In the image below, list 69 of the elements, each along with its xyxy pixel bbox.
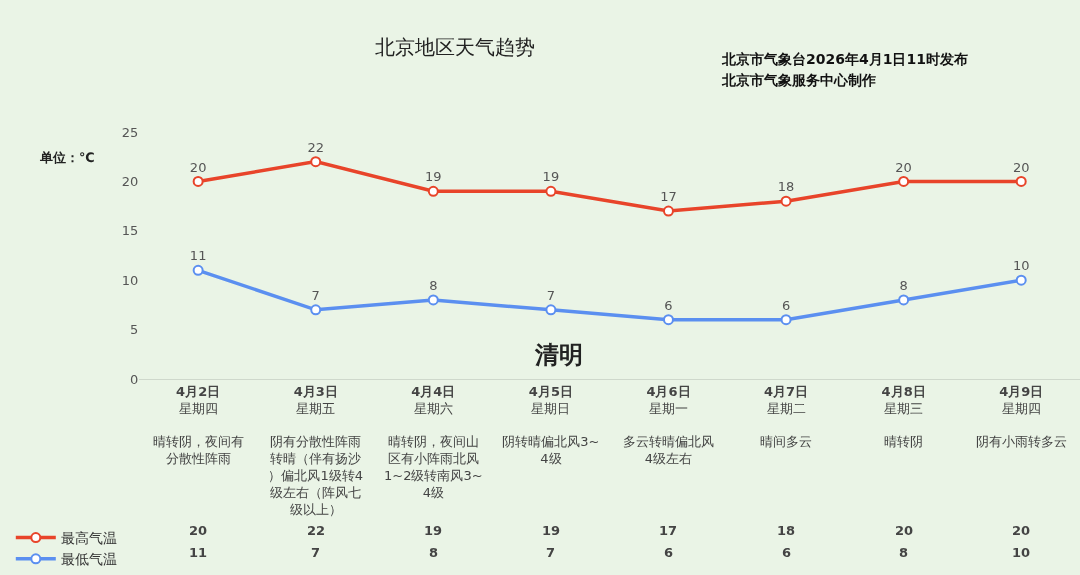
- data-label: 17: [659, 523, 678, 538]
- text: 22: [307, 139, 324, 155]
- data-label: 20: [1012, 523, 1031, 538]
- point: [1015, 175, 1027, 187]
- text: 18: [777, 179, 795, 195]
- text: 17: [660, 189, 677, 205]
- point: [545, 304, 557, 316]
- point: [427, 294, 439, 306]
- text: 北京市气象服务中心制作: [721, 72, 876, 88]
- category-label: 4月9日星期四阴有小雨转多云: [975, 383, 1067, 450]
- category-label: 4月6日星期一多云转晴偏北风4级左右: [622, 383, 714, 467]
- data-label: 6: [782, 545, 792, 560]
- y-tick-label: 10: [121, 272, 139, 288]
- data-label: 7: [311, 545, 321, 560]
- data-label: 6: [664, 545, 674, 560]
- data-label: 19: [542, 523, 561, 538]
- point: [310, 304, 322, 316]
- text: 20: [895, 159, 912, 175]
- data-label: 20: [895, 523, 914, 538]
- y-tick-label: 25: [121, 124, 139, 140]
- point: [780, 314, 792, 326]
- data-label: 8: [429, 545, 439, 560]
- point: [545, 185, 557, 197]
- data-label: 19: [424, 523, 443, 538]
- data-label: 20: [189, 523, 208, 538]
- data-label: 11: [189, 545, 208, 560]
- category-label: 4月5日星期日阴转晴偏北风3~4级: [502, 383, 600, 467]
- point: [780, 195, 792, 207]
- y-axis-title: 单位：℃: [39, 150, 95, 165]
- text: 6: [664, 297, 673, 313]
- data-label: 10: [1012, 545, 1031, 560]
- text: 20: [189, 159, 207, 175]
- text: 20: [1012, 159, 1030, 175]
- text: 7: [546, 287, 556, 303]
- point: [427, 185, 439, 197]
- category-label: 4月4日星期六晴转阴，夜间山区有小阵雨北风1~2级转南风3~4级: [383, 383, 483, 500]
- category-label: 4月8日星期三晴转阴: [881, 383, 926, 450]
- legend-label: 最低气温: [60, 551, 117, 568]
- y-tick-label: 5: [130, 322, 139, 338]
- category-label: 4月3日星期五阴有分散性阵雨转晴（伴有扬沙）偏北风1级转4级左右（阵风七级以上）: [268, 383, 363, 517]
- text: 19: [542, 169, 560, 185]
- legend-label: 最高气温: [60, 530, 117, 547]
- point: [898, 175, 910, 187]
- data-label: 8: [899, 545, 909, 560]
- text: 7: [311, 287, 320, 303]
- text: 8: [429, 278, 438, 294]
- point: [192, 175, 204, 187]
- point: [662, 314, 674, 326]
- point: [192, 264, 204, 276]
- annotation: 清明: [534, 341, 583, 369]
- text: 19: [425, 169, 442, 185]
- text: 11: [189, 248, 207, 264]
- y-tick-label: 20: [121, 173, 139, 189]
- point: [898, 294, 910, 306]
- category-label: 4月7日星期二晴间多云: [760, 383, 813, 450]
- category-label: 4月2日星期四晴转阴，夜间有分散性阵雨: [152, 383, 244, 467]
- data-label: 7: [546, 545, 556, 560]
- point: [310, 156, 322, 168]
- data-label: 18: [777, 523, 796, 538]
- chart-title: 北京地区天气趋势: [375, 35, 535, 59]
- data-label: 22: [307, 523, 326, 538]
- y-tick-label: 0: [130, 371, 139, 387]
- point: [662, 205, 674, 217]
- text: 8: [899, 278, 908, 294]
- text: 北京市气象台2026年4月1日11时发布: [721, 51, 968, 67]
- text: 6: [781, 297, 791, 313]
- text: 10: [1012, 258, 1030, 274]
- y-tick-label: 15: [121, 223, 139, 239]
- point: [1015, 274, 1027, 286]
